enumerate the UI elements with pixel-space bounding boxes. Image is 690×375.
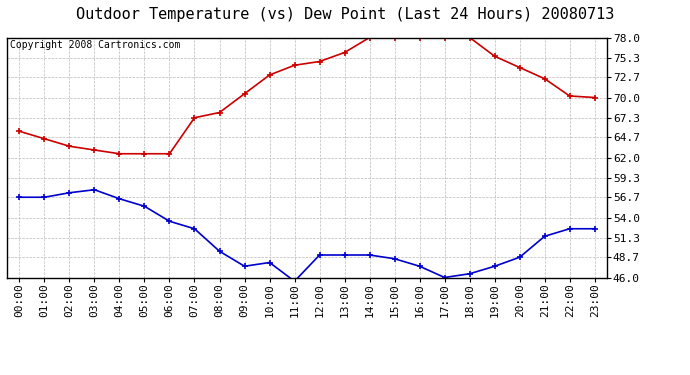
Text: Outdoor Temperature (vs) Dew Point (Last 24 Hours) 20080713: Outdoor Temperature (vs) Dew Point (Last… (76, 8, 614, 22)
Text: Copyright 2008 Cartronics.com: Copyright 2008 Cartronics.com (10, 40, 180, 50)
